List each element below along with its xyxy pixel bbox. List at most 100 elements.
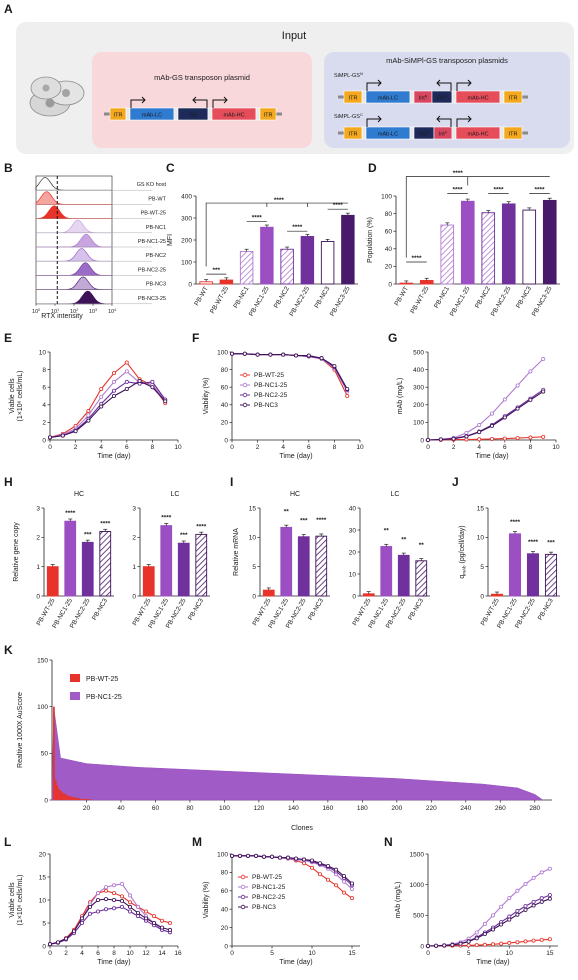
series-line-pb-nc2-25 [232,855,353,886]
promoter-arrow [456,115,472,127]
itr-element-label: ITR [349,95,358,101]
sig-label: ** [401,536,407,543]
y-tick-label: 100 [217,851,228,858]
y-tick-label: 200 [181,237,192,244]
promoter-arrow [436,115,452,127]
y-tick-label: 500 [413,913,424,920]
x-tick-label: 6 [125,444,129,451]
legend-label: PB-NC3 [254,402,278,409]
data-point [112,883,117,888]
y-tick-label: 10 [249,535,257,542]
y-tick-label: 60 [221,888,229,895]
bar-pb-wt-25 [72,797,74,800]
y-tick-label: 0 [42,437,46,444]
x-tick-label: 0 [230,950,234,957]
data-point [120,904,125,909]
y-axis-label: mAb (mg/L) [395,882,402,919]
lc-element-label: mAb-LC [142,112,162,118]
data-point [523,904,528,909]
histogram-label: PB-NC3-25 [138,296,166,302]
y-tick-label: 3 [132,505,136,512]
x-tick-label: 180 [357,805,368,812]
data-point [547,896,552,901]
promoter-arrow [366,79,382,91]
data-point [477,430,482,435]
chart-title: HC [74,491,84,498]
sig-label: ** [419,542,425,549]
data-point [261,854,266,859]
data-point [515,909,520,914]
spacer [409,90,415,104]
y-tick-label: 5 [480,564,484,571]
y-tick-label: 150 [37,657,48,664]
legend-swatch [70,692,80,700]
spacer [173,107,179,121]
data-point [151,921,156,926]
histogram-label: PB-NC1 [146,225,166,231]
x-tick-label: 260 [495,805,506,812]
data-point [73,429,78,434]
panel-letter-m: M [192,835,202,849]
cells-illustration [29,76,85,117]
y-tick-label: 100 [381,193,392,200]
bar-pb-wt-25 [419,280,434,285]
histogram-pb-nc2 [36,248,112,262]
category-label: PB-NC1-25 [248,285,271,318]
y-tick-label: 0 [480,593,484,600]
data-point [306,353,311,358]
x-axis-label: Clones [291,825,313,832]
y-axis-label-units: (1×10⁶ cells/mL) [17,875,24,926]
y-tick-label: 1 [132,564,136,571]
category-label: PB-NC2-25 [490,285,513,318]
data-point [269,854,274,859]
panel-b: B GS KO host PB-WT PB-WT-25 PB-NC1 PB-NC1-25… [4,161,167,320]
chart-n: 0 500 1000 1500 mAb (mg/L) 0 5 10 15 Time (day) [395,851,558,966]
data-point [349,896,354,901]
y-tick-label: 5 [42,920,46,927]
data-point [124,369,129,374]
sig-bracket [205,202,348,267]
simpl-gs-c-plasmid: ITR mAb-LC GSC IntC mAb-HC ITR [338,115,528,140]
spacer [361,126,367,140]
bar-pb-wt-25 [61,792,64,800]
x-tick-label: 80 [186,805,194,812]
bar-pb-wt-25 [66,795,69,800]
bar-pb-wt-25 [77,798,79,800]
y-tick-label: 0 [420,943,424,950]
y-tick-label: 0 [388,281,392,288]
data-point [48,942,53,947]
series-line-pb-nc3 [232,855,353,884]
bar-pb-wt-25 [46,566,59,597]
bar-pb-wt-25 [87,799,90,800]
series-area-pb-nc1-25 [51,706,542,801]
x-tick-label: 2 [256,444,260,451]
y-tick-label: 2 [36,535,40,542]
sig-label: **** [292,224,303,231]
x-tick-label: 8 [333,444,337,451]
bar-pb-nc3 [320,241,335,285]
mab-gs-plasmid: ITR mAb-LC GS mAb-HC ITR [104,96,282,121]
data-point [528,435,533,440]
hc-element-label: mAb-HC [467,95,488,101]
legend-marker [242,382,248,388]
itr-element-label: ITR [114,112,123,118]
bar-pb-nc1-25 [64,520,77,597]
data-point [127,909,132,914]
legend-label: PB-NC3 [252,904,276,911]
bar-pb-nc1-25 [260,226,274,285]
bar-pb-nc1-25 [380,546,393,597]
data-point [135,914,140,919]
series-line-pb-nc1-25 [427,868,551,947]
x-tick-label: 0 [48,950,52,957]
y-tick-label: 1500 [410,851,425,858]
bar-pb-wt-25 [89,799,91,800]
data-point [124,379,129,384]
data-point [539,899,544,904]
histogram-tick-label: 102 [70,308,78,315]
panel-letter-j: J [452,475,459,489]
x-tick-label: 200 [391,805,402,812]
y-tick-label: 2 [132,535,136,542]
x-tick-label: 2 [74,444,78,451]
data-point [531,875,536,880]
data-point [167,921,172,926]
